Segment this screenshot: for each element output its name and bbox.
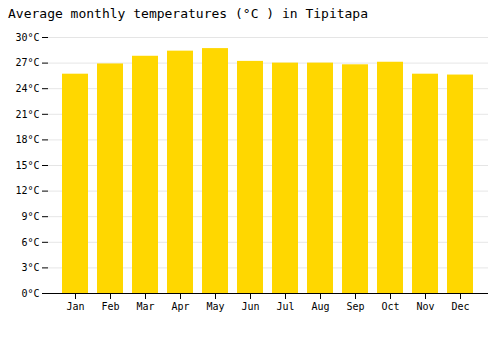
svg-text:18°C: 18°C xyxy=(15,134,39,145)
svg-text:Feb: Feb xyxy=(101,301,119,312)
svg-text:Nov: Nov xyxy=(416,301,434,312)
svg-text:6°C: 6°C xyxy=(21,237,39,248)
svg-text:Jan: Jan xyxy=(66,301,84,312)
svg-text:Dec: Dec xyxy=(451,301,469,312)
svg-text:9°C: 9°C xyxy=(21,211,39,222)
svg-text:Apr: Apr xyxy=(171,301,189,312)
svg-text:Jul: Jul xyxy=(276,301,294,312)
svg-text:May: May xyxy=(206,301,224,312)
svg-text:Mar: Mar xyxy=(136,301,154,312)
svg-text:27°C: 27°C xyxy=(15,57,39,68)
html-text:Average monthly temperatures (: Average monthly temperatures (°C ) in Ti… xyxy=(8,6,368,21)
svg-text:0°C: 0°C xyxy=(21,288,39,299)
svg-text:Aug: Aug xyxy=(311,301,329,312)
svg-text:Jun: Jun xyxy=(241,301,259,312)
svg-text:12°C: 12°C xyxy=(15,185,39,196)
svg-text:24°C: 24°C xyxy=(15,83,39,94)
svg-text:3°C: 3°C xyxy=(21,262,39,273)
svg-text:Oct: Oct xyxy=(381,301,399,312)
svg-text:21°C: 21°C xyxy=(15,109,39,120)
svg-text:Sep: Sep xyxy=(346,301,364,312)
svg-text:15°C: 15°C xyxy=(15,160,39,171)
svg-text:30°C: 30°C xyxy=(15,32,39,43)
